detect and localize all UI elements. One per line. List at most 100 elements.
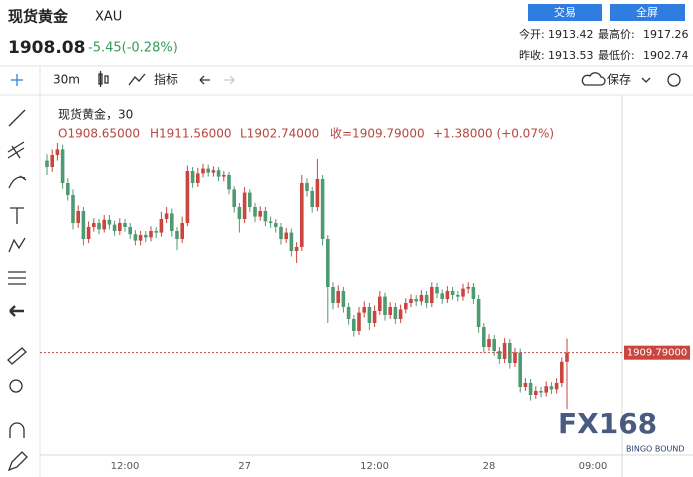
candle-body [289,232,294,251]
fullscreen-button[interactable] [610,4,685,21]
fullscreen-button-label[interactable]: 全屏 [636,5,658,19]
watermark: FX168 [558,407,657,440]
ruler-tool[interactable] [7,347,27,365]
stat-label: 最高价: [598,27,635,41]
candle-body [263,211,268,222]
candle-body [435,287,439,294]
candle-body [320,179,325,239]
zoom-tool[interactable] [9,379,23,393]
candle-body [55,149,60,155]
candle-body [346,307,351,319]
candle-body [341,291,346,307]
settings-icon[interactable] [667,73,681,87]
candle-body [523,383,528,387]
candle-body [180,223,184,239]
trade-button[interactable] [528,4,602,21]
candle-body [294,247,299,251]
instrument-symbol: XAU [95,10,122,25]
candle-body [242,192,247,219]
candle-body [86,227,91,239]
save-menu[interactable] [641,77,651,83]
candle-body [253,207,257,217]
candle-body [560,361,564,383]
candle-body [118,223,122,231]
candle-body [154,231,158,233]
ohlc-value: +1.38000 (+0.07%) [433,127,554,141]
candle-body [133,234,138,241]
x-tick-label: 12:00 [111,461,140,472]
candle-body [76,211,80,223]
ohlc-value: H1911.56000 [150,127,232,141]
candle-body [440,293,444,299]
candle-body [170,213,174,231]
candle-body [175,231,179,239]
crosshair-tool[interactable] [11,74,23,86]
candle-body [372,311,377,323]
candle-body [71,195,75,223]
text-tool[interactable] [10,207,24,224]
back-tool[interactable] [9,305,24,317]
indicator-icon[interactable] [128,73,146,86]
magnet-tool[interactable] [9,422,25,438]
candle-body [393,307,398,319]
stat-value: 1902.74 [643,49,689,62]
last-price: 1908.08 [8,38,85,58]
fib-tool[interactable] [7,141,25,159]
candle-body [409,299,413,303]
lock-tool[interactable] [7,451,28,472]
candle-body [201,168,205,174]
candle-body [497,351,502,359]
candle-body [112,224,117,231]
stats: 今开: 1913.42 最高价: 1917.26 昨收: 1913.53 最低价… [519,27,689,62]
pattern-tool[interactable] [8,237,26,253]
stat-value: 1917.26 [643,28,689,41]
candle-body [232,189,236,207]
redo-icon[interactable] [224,75,235,85]
prediction-tool[interactable] [8,271,26,285]
candle-body [227,175,231,190]
candle-body [398,309,403,319]
candle-body [414,299,418,302]
brush-tool[interactable] [8,175,27,189]
candle-body [518,352,522,387]
candle-body [274,223,278,227]
cloud-icon[interactable] [581,72,606,86]
last-price-tag [624,345,690,360]
candle-body [528,383,533,395]
indicator-button[interactable]: 指标 [154,72,178,87]
candle-body [159,219,164,233]
candle-body [258,211,262,217]
candle-body [164,213,169,219]
candle-body [492,339,496,351]
candle-body [268,221,273,223]
candle-body [50,155,54,167]
candle-body [362,307,366,313]
candle-body [138,235,143,241]
candle-body [430,287,434,303]
candle-body [331,287,335,303]
chart-type-icon[interactable] [98,71,109,87]
interval-button[interactable]: 30m [53,73,80,87]
undo-icon[interactable] [199,75,210,85]
candle-body [216,170,221,177]
x-tick-label: 27 [238,461,251,472]
candle-body [456,295,460,297]
candle-body [45,160,49,167]
candle-body [92,223,96,227]
save-button[interactable]: 保存 [607,73,631,87]
ohlc-value: O1908.65000 [58,127,140,141]
candle-body [450,291,455,295]
candle-body [554,383,559,390]
candle-body [97,223,101,230]
ohlc-legend: O1908.65000 H1911.56000 L1902.74000 收=1909.… [58,127,554,141]
candle-body [206,168,210,173]
x-tick-label: 28 [483,461,496,472]
candle-body [107,219,112,225]
candle-body [352,319,356,331]
candle-body [305,183,309,191]
candle-body [565,352,569,362]
line-tool[interactable] [8,109,26,127]
trade-button-label[interactable]: 交易 [554,5,576,19]
candle-body [357,312,361,331]
